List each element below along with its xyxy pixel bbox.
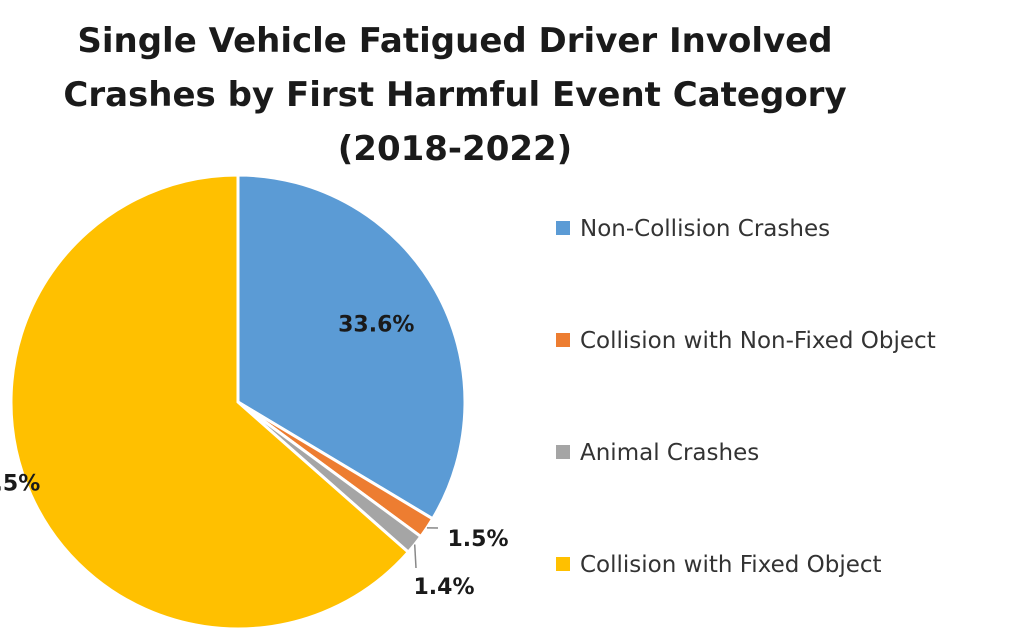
chart-title: Single Vehicle Fatigued Driver Involved … bbox=[63, 21, 846, 169]
pie-slices bbox=[9, 173, 467, 631]
legend: Non-Collision Crashes Collision with Non-… bbox=[556, 216, 936, 578]
pie-slice-1 bbox=[236, 173, 467, 521]
data-labels: 33.6% 1.5% 1.4% 63.5% bbox=[0, 313, 509, 600]
legend-label-2: Collision with Non-Fixed Object bbox=[580, 328, 936, 354]
data-label-2: 1.5% bbox=[447, 527, 508, 552]
legend-label-1: Non-Collision Crashes bbox=[580, 216, 830, 242]
title-line-2: Crashes by First Harmful Event Category bbox=[63, 75, 846, 115]
data-label-3: 1.4% bbox=[413, 575, 474, 600]
leader-line-3 bbox=[413, 544, 417, 569]
pie-slice-4 bbox=[9, 173, 411, 631]
data-label-4: 63.5% bbox=[0, 471, 40, 496]
title-line-3: (2018-2022) bbox=[338, 129, 572, 169]
title-line-1: Single Vehicle Fatigued Driver Involved bbox=[77, 21, 832, 61]
legend-swatch-1 bbox=[556, 221, 570, 235]
legend-label-3: Animal Crashes bbox=[580, 440, 759, 466]
legend-swatch-3 bbox=[556, 445, 570, 459]
data-label-1: 33.6% bbox=[338, 313, 414, 338]
leader-lines bbox=[413, 527, 439, 569]
legend-label-4: Collision with Fixed Object bbox=[580, 552, 882, 578]
legend-swatch-2 bbox=[556, 333, 570, 347]
legend-swatch-4 bbox=[556, 557, 570, 571]
